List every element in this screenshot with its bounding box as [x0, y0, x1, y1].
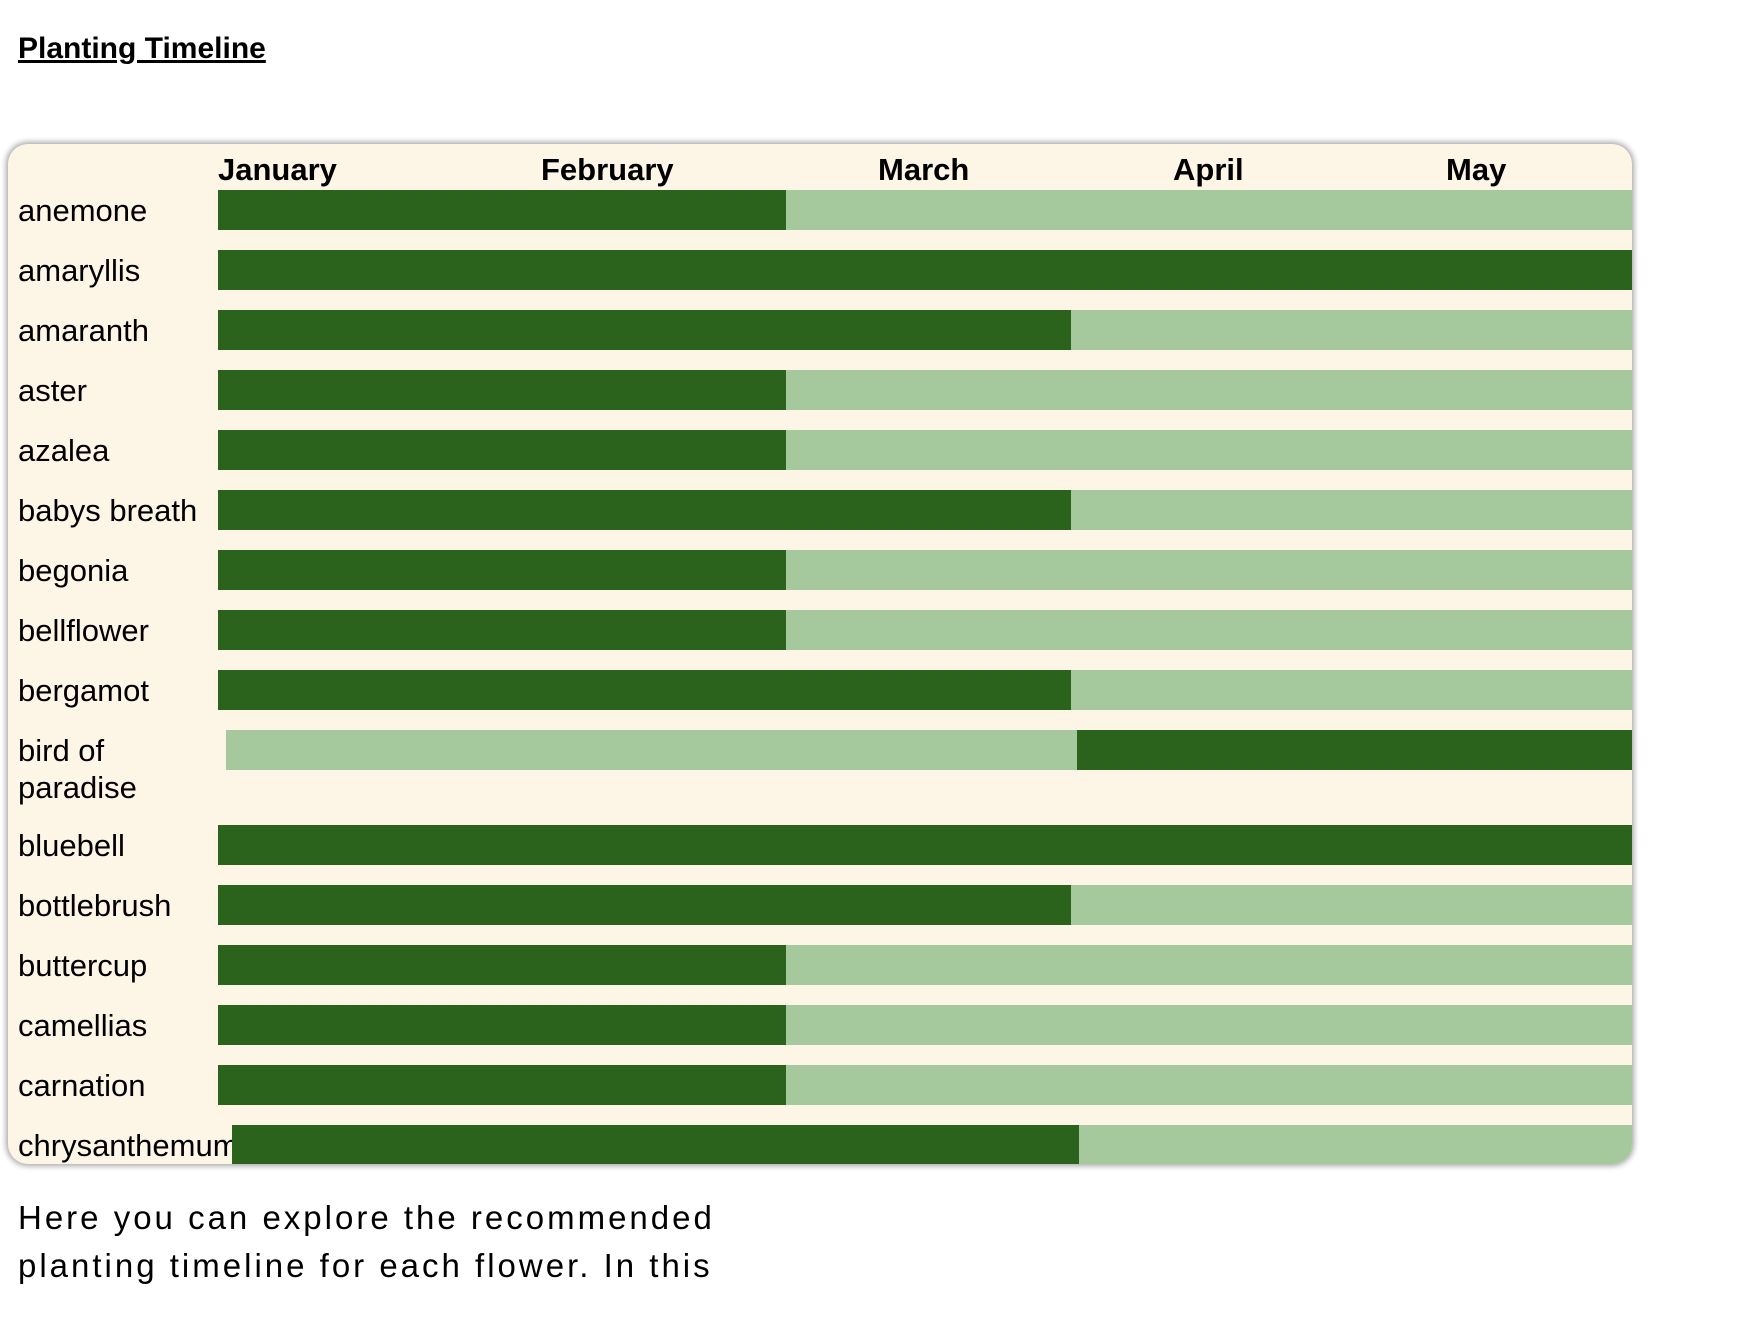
flower-label: amaryllis [18, 253, 141, 288]
planting-period-segment [218, 885, 1071, 925]
planting-period-segment [218, 370, 787, 410]
planting-period-segment [218, 610, 787, 650]
planting-period-segment [218, 825, 1632, 865]
off-period-segment [786, 370, 1632, 410]
flower-label: babys breath [18, 493, 198, 528]
off-period-segment [1079, 1125, 1632, 1164]
flower-label: amaranth [18, 313, 149, 348]
planting-period-segment [218, 250, 1632, 290]
flower-label: chrysanthemum [18, 1128, 239, 1163]
timeline-bar [218, 1065, 1632, 1105]
flower-label: bluebell [18, 828, 125, 863]
off-period-segment [1070, 310, 1632, 350]
planting-period-segment [218, 945, 787, 985]
timeline-bar [218, 610, 1632, 650]
off-period-segment [786, 1005, 1632, 1045]
timeline-bar [218, 885, 1632, 925]
month-header-february: February [541, 152, 674, 187]
timeline-bar [226, 730, 1632, 770]
off-period-segment [786, 190, 1632, 230]
flower-label: bergamot [18, 673, 149, 708]
off-period-segment [786, 610, 1632, 650]
planting-period-segment [218, 550, 787, 590]
flower-label: camellias [18, 1008, 148, 1043]
planting-period-segment [218, 190, 787, 230]
timeline-bar [218, 550, 1632, 590]
month-header-may: May [1446, 152, 1507, 187]
flower-label: bottlebrush [18, 888, 172, 923]
timeline-description: Here you can explore the recommended pla… [18, 1199, 715, 1284]
flower-label: begonia [18, 553, 129, 588]
flower-label: azalea [18, 433, 110, 468]
planting-period-segment [232, 1125, 1079, 1164]
timeline-bar [218, 1005, 1632, 1045]
flower-label: carnation [18, 1068, 146, 1103]
flower-label: bellflower [18, 613, 149, 648]
timeline-bar [218, 370, 1632, 410]
flower-label: bird of paradise [18, 733, 137, 805]
planting-period-segment [218, 670, 1071, 710]
planting-period-segment [218, 310, 1071, 350]
off-period-segment [1070, 670, 1632, 710]
timeline-bar [218, 490, 1632, 530]
planting-period-segment [218, 1005, 787, 1045]
planting-period-segment [218, 430, 787, 470]
timeline-bar [218, 825, 1632, 865]
flower-label: buttercup [18, 948, 148, 983]
off-period-segment [1070, 885, 1632, 925]
off-period-segment [786, 430, 1632, 470]
month-header-april: April [1173, 152, 1244, 187]
timeline-bar [232, 1125, 1632, 1164]
off-period-segment [1070, 490, 1632, 530]
off-period-segment [786, 1065, 1632, 1105]
page-title: Planting Timeline [18, 32, 266, 65]
timeline-bar [218, 945, 1632, 985]
off-period-segment [786, 550, 1632, 590]
planting-period-segment [218, 1065, 787, 1105]
timeline-bar [218, 310, 1632, 350]
month-header-march: March [878, 152, 970, 187]
timeline-bar [218, 670, 1632, 710]
planting-timeline-panel: January February March April May anemone… [8, 144, 1632, 1164]
timeline-bar [218, 250, 1632, 290]
off-period-segment [226, 730, 1077, 770]
flower-label: anemone [18, 193, 148, 228]
planting-period-segment [218, 490, 1071, 530]
month-header-january: January [218, 152, 337, 187]
off-period-segment [786, 945, 1632, 985]
planting-period-segment [1076, 730, 1632, 770]
timeline-bar [218, 430, 1632, 470]
timeline-bar [218, 190, 1632, 230]
flower-label: aster [18, 373, 87, 408]
